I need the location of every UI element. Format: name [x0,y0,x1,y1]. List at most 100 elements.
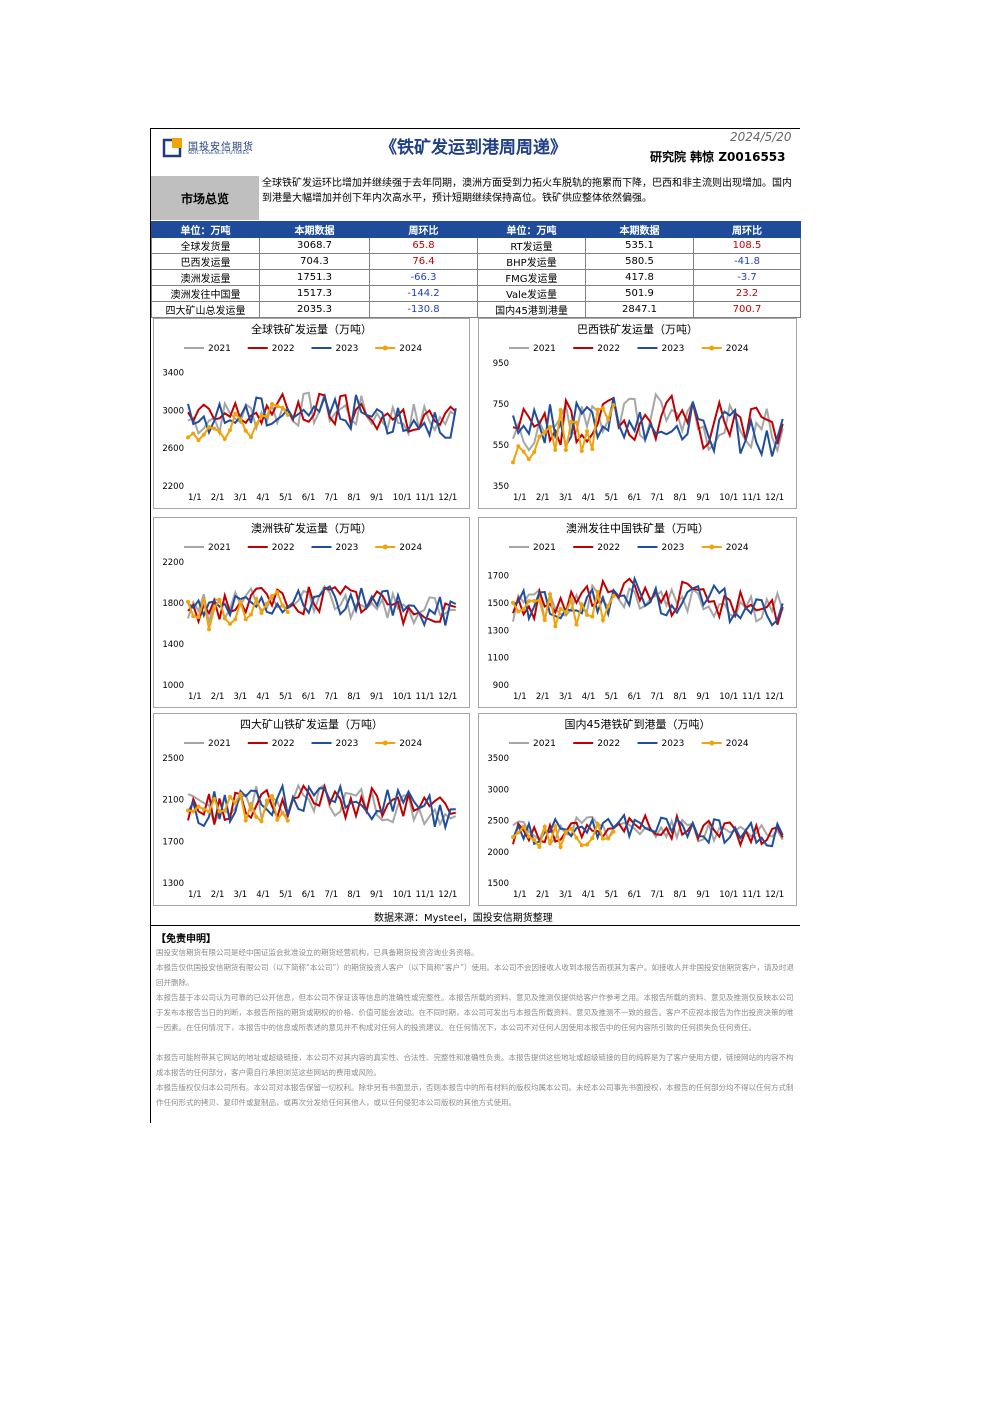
table-cell-name: 四大矿山总发运量 [151,301,260,318]
x-tick-label: 10/1 [719,890,738,900]
series-point-2024 [191,809,196,814]
x-tick-label: 2/1 [211,493,225,503]
y-tick-label: 2000 [487,848,509,858]
y-tick-label: 2200 [162,482,184,492]
x-tick-label: 7/1 [325,493,339,503]
x-tick-label: 1/1 [188,493,202,503]
table-cell-name: 澳洲发往中国量 [151,285,260,302]
series-point-2024 [196,438,201,443]
x-tick-label: 11/1 [742,692,761,702]
legend-marker [382,544,388,550]
table-header-cell: 单位：万吨 [477,221,586,238]
x-tick-label: 11/1 [416,493,435,503]
x-tick-label: 8/1 [673,890,687,900]
chart-australia-to-china: 澳洲发往中国铁矿量（万吨） 2021 2022 2023 2024 900 1100 1300… [478,517,797,708]
series-point-2024 [579,602,584,607]
logo-text-en: SDIC ESSENCE FUTURES [188,151,250,156]
x-tick-label: 2/1 [211,890,225,900]
table-cell-name: RT发运量 [477,237,586,254]
legend-label: 2021 [533,739,556,749]
table-cell-change: -66.3 [369,269,478,286]
series-point-2024 [558,408,563,413]
x-tick-label: 5/1 [279,692,293,702]
series-point-2024 [511,835,515,840]
series-line-2021 [187,783,457,827]
x-tick-label: 6/1 [628,493,642,503]
x-tick-label: 4/1 [582,692,596,702]
disclaimer-paragraph: 本报告仅供国投安信期货有限公司（以下简称“本公司”）的期货投资人客户（以下简称“… [156,963,795,987]
y-tick-label: 1000 [162,681,184,691]
y-tick-label: 1300 [487,626,509,636]
series-point-2024 [516,830,521,835]
x-tick-label: 6/1 [628,890,642,900]
table-cell-change: 700.7 [693,301,801,318]
series-point-2024 [228,621,232,626]
x-tick-label: 6/1 [628,692,642,702]
series-point-2024 [526,834,531,839]
x-tick-label: 5/1 [279,493,293,503]
chart-svg: 澳洲铁矿发运量（万吨） 2021 2022 2023 2024 1000 1400 1800 2… [162,521,457,702]
x-tick-label: 10/1 [719,493,738,503]
legend-label: 2022 [272,344,295,354]
y-tick-label: 3000 [162,406,184,416]
chart-title: 四大矿山铁矿发运量（万吨） [240,717,383,731]
table-cell-value: 535.1 [585,237,694,254]
series-point-2024 [285,610,290,615]
series-point-2024 [254,814,259,819]
table-header-cell: 周环比 [369,221,478,238]
table-cell-name: 巴西发运量 [151,253,260,270]
series-point-2024 [207,627,211,632]
x-tick-label: 12/1 [765,493,784,503]
legend-marker [709,345,715,351]
series-point-2024 [222,808,227,813]
legend-label: 2021 [208,344,231,354]
series-point-2024 [196,804,201,809]
y-tick-label: 2600 [162,444,184,454]
series-point-2024 [217,429,222,434]
series-line-2023 [187,782,456,832]
series-line-2022 [187,584,457,628]
series-point-2024 [537,598,542,603]
x-tick-label: 2/1 [536,692,550,702]
table-cell-change: -130.8 [369,301,478,318]
x-tick-label: 3/1 [234,493,248,503]
data-source: 数据来源：Mysteel，国投安信期货整理 [374,913,553,924]
legend-label: 2022 [272,739,295,749]
x-tick-label: 9/1 [696,890,710,900]
x-tick-label: 11/1 [416,692,435,702]
series-point-2024 [574,420,579,425]
x-tick-label: 7/1 [325,890,339,900]
series-point-2024 [606,836,611,841]
series-point-2024 [558,606,563,611]
chart-australia-shipments: 澳洲铁矿发运量（万吨） 2021 2022 2023 2024 1000 1400 1800 2… [153,517,470,708]
series-point-2024 [222,616,227,621]
series-point-2024 [542,824,547,829]
y-tick-label: 2500 [487,817,509,827]
legend-label: 2022 [597,543,620,553]
series-point-2024 [548,592,553,597]
legend-label: 2024 [399,543,422,553]
x-tick-label: 10/1 [393,692,412,702]
table-cell-change: -3.7 [693,269,801,286]
x-tick-label: 3/1 [234,692,248,702]
disclaimer-divider [150,925,800,926]
series-point-2024 [275,404,280,409]
series-point-2024 [595,407,600,412]
y-tick-label: 1400 [162,640,184,650]
summary-label: 市场总览 [151,176,259,220]
table-cell-name: BHP发运量 [477,253,586,270]
chart-svg: 国内45港铁矿到港量（万吨） 2021 2022 2023 2024 1500 2000 25… [487,717,784,900]
series-point-2024 [191,431,196,436]
chart-title: 澳洲发往中国铁矿量（万吨） [566,521,709,535]
company-logo: 国投安信期货 SDIC ESSENCE FUTURES [162,136,262,162]
series-point-2024 [280,810,285,815]
series-point-2024 [563,829,568,834]
chart-big-four-shipments: 四大矿山铁矿发运量（万吨） 2021 2022 2023 2024 1300 1700 210… [153,713,470,906]
disclaimer-paragraph: 本报告版权仅归本公司所有。本公司对本报告保留一切权利。除非另有书面显示，否则本报… [156,1083,794,1107]
series-point-2024 [590,836,595,841]
series-point-2024 [243,818,248,823]
series-point-2024 [207,809,211,814]
table-row: 澳洲发运量 1751.3 -66.3 FMG发运量 417.8 -3.7 [151,269,801,286]
series-point-2024 [595,821,600,826]
x-tick-label: 4/1 [256,890,270,900]
